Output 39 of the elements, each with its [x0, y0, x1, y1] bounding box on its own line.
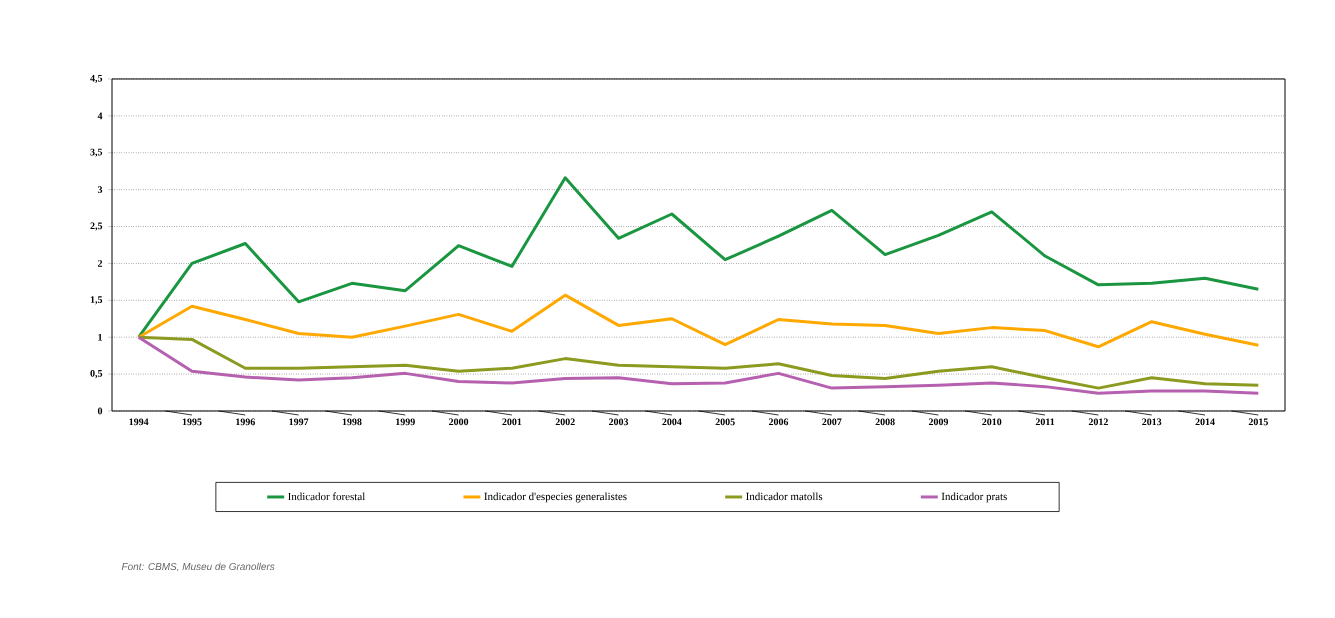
x-tick-label: 1994 [129, 418, 149, 426]
x-tick-label: 2009 [928, 418, 949, 426]
legend-label: Indicador d'especies generalistes [484, 492, 627, 503]
y-tick-label: 1 [98, 333, 103, 341]
x-tick-label: 2007 [822, 418, 842, 426]
x-tick-label: 2005 [715, 418, 735, 426]
legend-label: Indicador prats [941, 492, 1007, 503]
line-series [137, 293, 1260, 349]
x-tick-label: 1995 [182, 418, 202, 426]
y-tick-label: 2,5 [90, 222, 103, 231]
y-tick-label: 0 [97, 407, 103, 415]
y-tick-label: 4 [97, 112, 103, 120]
x-tick-label: 2006 [768, 418, 789, 426]
legend-label: Indicador matolls [746, 492, 823, 501]
x-tick-label: 1996 [236, 418, 255, 426]
x-tick-label: 2015 [1248, 418, 1268, 426]
y-tick-label: 2 [97, 260, 103, 267]
y-tick-label: 0,5 [90, 370, 103, 379]
x-tick-label: 2012 [1088, 418, 1108, 426]
line-series [137, 176, 1260, 339]
x-tick-label: 2004 [662, 418, 682, 426]
y-tick-label: 3,5 [90, 148, 103, 157]
x-tick-label: 2000 [449, 418, 469, 426]
text: Font: CBMS, Museu de Granollers [121, 562, 275, 572]
x-tick-label: 2010 [982, 418, 1002, 426]
x-tick-label: 2014 [1195, 418, 1215, 426]
x-tick-label: 2008 [875, 418, 895, 426]
legend-label: Indicador forestal [288, 492, 366, 501]
x-tick-label: 2011 [1035, 418, 1055, 426]
x-tick-label: 2003 [608, 418, 629, 426]
x-tick-label: 2001 [502, 418, 522, 426]
x-tick-label: 2002 [555, 418, 575, 426]
x-tick-label: 2013 [1142, 418, 1162, 426]
y-tick-label: 1,5 [90, 296, 103, 305]
x-tick-label: 1997 [289, 418, 309, 426]
y-tick-label: 3 [97, 186, 103, 193]
x-tick-label: 1998 [342, 418, 362, 426]
y-tick-label: 4,5 [90, 74, 103, 84]
x-tick-label: 1999 [396, 418, 415, 426]
